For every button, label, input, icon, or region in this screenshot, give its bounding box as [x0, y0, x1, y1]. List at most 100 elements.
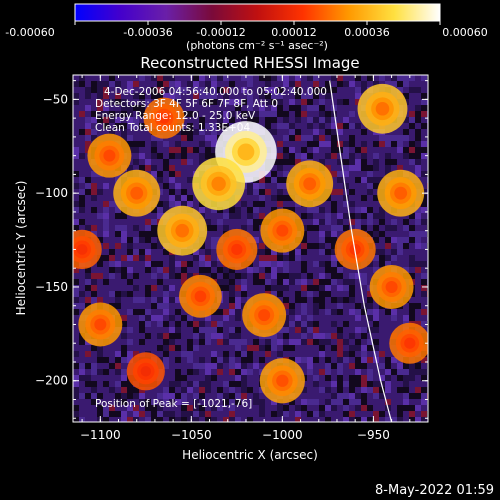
- heatmap-cell: [157, 297, 163, 303]
- heatmap-cell: [223, 279, 229, 285]
- heatmap-cell: [199, 159, 205, 165]
- heatmap-cell: [121, 345, 127, 351]
- heatmap-cell: [295, 291, 301, 297]
- heatmap-cell: [373, 345, 379, 351]
- heatmap-cell: [355, 159, 361, 165]
- heatmap-cell: [115, 111, 121, 117]
- heatmap-cell: [253, 399, 259, 405]
- heatmap-cell: [349, 201, 355, 207]
- heatmap-cell: [247, 417, 253, 422]
- heatmap-cell: [85, 279, 91, 285]
- heatmap-cell: [229, 357, 235, 363]
- heatmap-cell: [205, 249, 211, 255]
- heatmap-cell: [397, 141, 403, 147]
- heatmap-cell: [295, 315, 301, 321]
- heatmap-cell: [91, 363, 97, 369]
- heatmap-cell: [115, 351, 121, 357]
- heatmap-cell: [187, 411, 193, 417]
- heatmap-cell: [115, 225, 121, 231]
- heatmap-cell: [205, 255, 211, 261]
- heatmap-cell: [181, 189, 187, 195]
- heatmap-cell: [295, 153, 301, 159]
- heatmap-cell: [397, 411, 403, 417]
- heatmap-cell: [397, 237, 403, 243]
- heatmap-cell: [325, 93, 331, 99]
- heatmap-cell: [385, 159, 391, 165]
- heatmap-cell: [79, 201, 85, 207]
- heatmap-cell: [355, 165, 361, 171]
- heatmap-cell: [115, 393, 121, 399]
- heatmap-cell: [343, 159, 349, 165]
- heatmap-cell: [415, 267, 421, 273]
- heatmap-cell: [373, 351, 379, 357]
- heatmap-cell: [181, 399, 187, 405]
- heatmap-cell: [283, 171, 289, 177]
- heatmap-cell: [325, 369, 331, 375]
- heatmap-cell: [199, 153, 205, 159]
- heatmap-cell: [217, 279, 223, 285]
- heatmap-cell: [127, 267, 133, 273]
- heatmap-cell: [415, 87, 421, 93]
- heatmap-cell: [157, 345, 163, 351]
- heatmap-cell: [139, 309, 145, 315]
- heatmap-cell: [337, 189, 343, 195]
- heatmap-cell: [205, 369, 211, 375]
- heatmap-cell: [349, 297, 355, 303]
- heatmap-cell: [169, 333, 175, 339]
- heatmap-cell: [157, 243, 163, 249]
- y-axis: −50 −100 −150 −200: [35, 80, 428, 419]
- heatmap-cell: [277, 153, 283, 159]
- heatmap-cell: [355, 381, 361, 387]
- heatmap-cell: [361, 375, 367, 381]
- heatmap-cell: [73, 405, 79, 411]
- heatmap-cell: [139, 231, 145, 237]
- heatmap-cell: [229, 381, 235, 387]
- heatmap-cell: [343, 405, 349, 411]
- heatmap-cell: [187, 405, 193, 411]
- heatmap-cell: [247, 357, 253, 363]
- heatmap-cell: [421, 309, 427, 315]
- heatmap-cell: [301, 333, 307, 339]
- heatmap-cell: [355, 363, 361, 369]
- heatmap-cell: [169, 75, 175, 81]
- heatmap-cell: [103, 81, 109, 87]
- heatmap-cell: [379, 141, 385, 147]
- heatmap-cell: [103, 243, 109, 249]
- heatmap-cell: [217, 405, 223, 411]
- heatmap-cell: [271, 261, 277, 267]
- heatmap-cell: [163, 81, 169, 87]
- heatmap-cell: [355, 213, 361, 219]
- heatmap-cell: [355, 303, 361, 309]
- heatmap-cell: [121, 381, 127, 387]
- heatmap-cell: [373, 213, 379, 219]
- heatmap-cell: [205, 387, 211, 393]
- heatmap-cell: [235, 207, 241, 213]
- heatmap-cell: [349, 111, 355, 117]
- heatmap-cell: [337, 369, 343, 375]
- heatmap-cell: [127, 123, 133, 129]
- heatmap-cell: [265, 351, 271, 357]
- heatmap-cell: [223, 117, 229, 123]
- heatmap-cell: [271, 111, 277, 117]
- heatmap-cell: [319, 87, 325, 93]
- heatmap-cell: [301, 147, 307, 153]
- heatmap-cell: [409, 315, 415, 321]
- heatmap-cell: [343, 357, 349, 363]
- heatmap-cell: [187, 129, 193, 135]
- heatmap-cell: [307, 273, 313, 279]
- heatmap-cell: [181, 411, 187, 417]
- heatmap-cell: [247, 351, 253, 357]
- heatmap-cell: [295, 93, 301, 99]
- heatmap-cell: [151, 297, 157, 303]
- heatmap-cell: [127, 339, 133, 345]
- heatmap-cell: [121, 333, 127, 339]
- heatmap-cell: [343, 381, 349, 387]
- heatmap-cell: [199, 129, 205, 135]
- heatmap-cell: [127, 327, 133, 333]
- heatmap-cell: [91, 183, 97, 189]
- heatmap-cell: [217, 363, 223, 369]
- heatmap-cell: [157, 405, 163, 411]
- heatmap-cell: [127, 249, 133, 255]
- heatmap-cell: [103, 183, 109, 189]
